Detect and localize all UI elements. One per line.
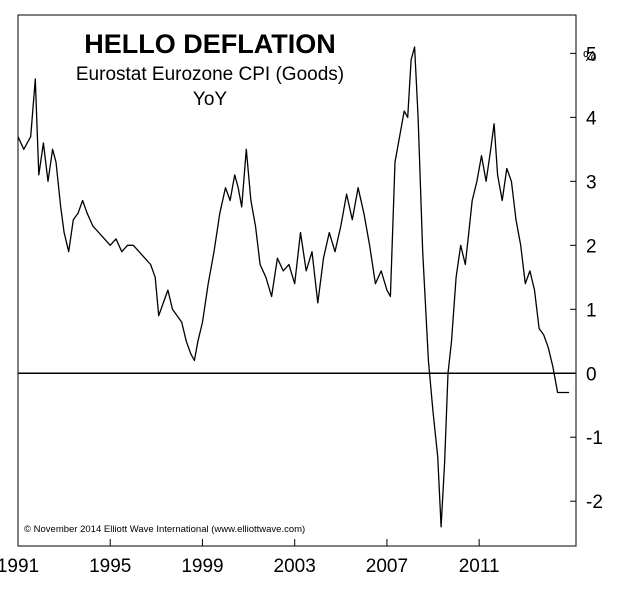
y-tick-label: -1: [586, 428, 603, 449]
chart-title: HELLO DEFLATION: [84, 29, 335, 59]
x-axis: 1991 1995 1999 2003 2007 2011: [0, 539, 500, 577]
y-tick-label: 1: [586, 300, 597, 321]
x-tick-label: 2003: [274, 556, 316, 577]
chart-subtitle-yoy: YoY: [193, 89, 227, 110]
x-tick-label: 2011: [459, 556, 500, 577]
x-tick-label: 1999: [181, 556, 223, 577]
cpi-series-line: [17, 46, 570, 528]
y-axis-unit: %: [583, 48, 596, 65]
copyright-credit: © November 2014 Elliott Wave Internation…: [24, 524, 305, 535]
y-tick-label: 4: [586, 108, 597, 129]
y-tick-label: -2: [586, 492, 603, 513]
plot-frame: [17, 14, 577, 547]
y-tick-label: 5: [586, 44, 597, 65]
y-axis: 5 4 3 2 1 0 -1 -2: [570, 44, 603, 513]
y-tick-label: 0: [586, 364, 597, 385]
x-tick-label: 1995: [89, 556, 131, 577]
y-tick-label: 3: [586, 172, 597, 193]
x-tick-label: 1991: [0, 556, 39, 577]
y-tick-label: 2: [586, 236, 597, 257]
chart-subtitle: Eurostat Eurozone CPI (Goods): [76, 64, 344, 85]
x-tick-label: 2007: [366, 556, 408, 577]
